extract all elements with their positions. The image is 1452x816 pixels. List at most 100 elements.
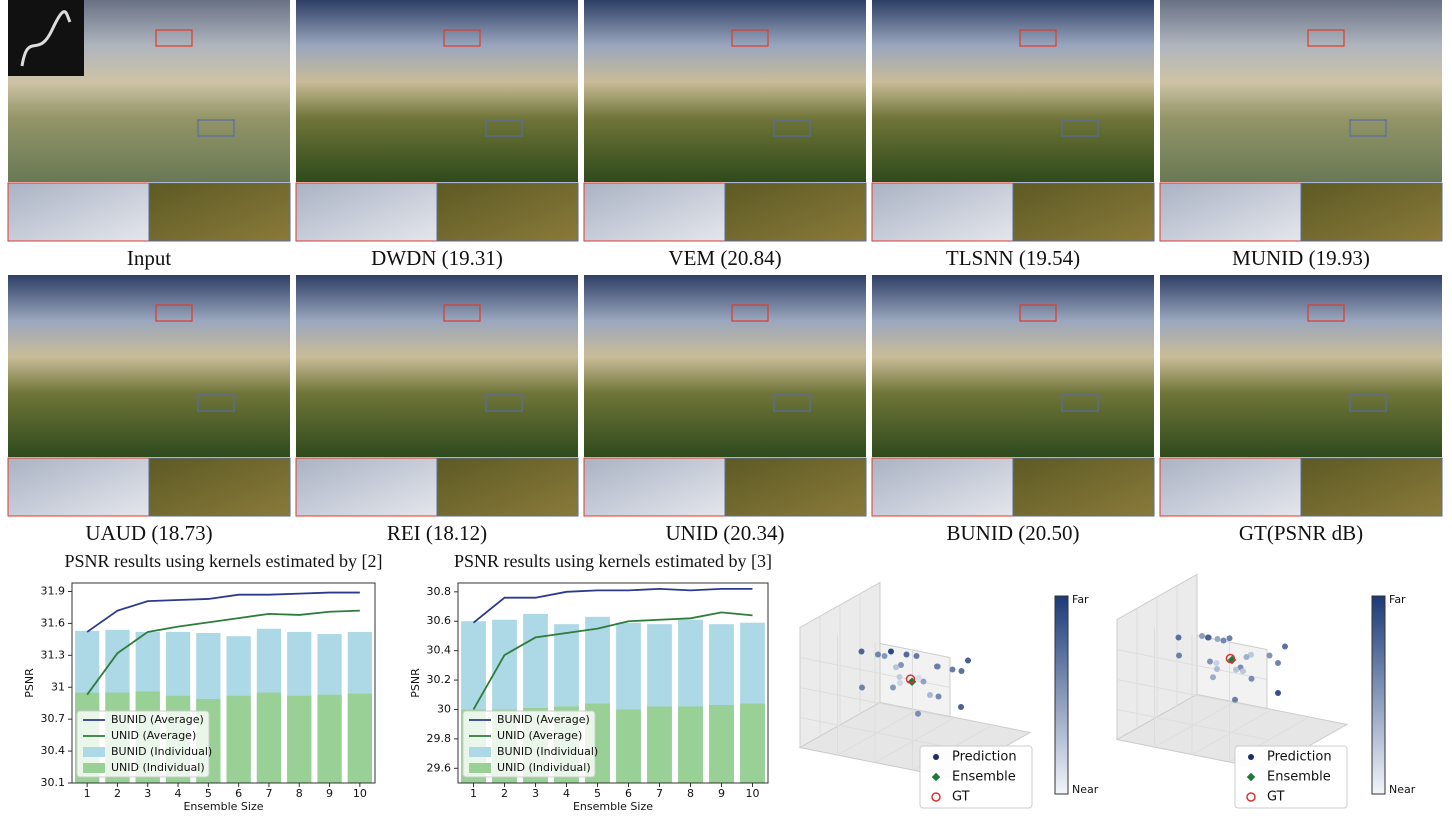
bar <box>740 703 765 783</box>
x-tick-label: 6 <box>625 787 632 800</box>
zoom-box <box>155 304 193 322</box>
image-panel: Input <box>7 0 291 270</box>
plot-frame <box>71 582 376 784</box>
legend-label: BUNID (Individual) <box>497 745 598 758</box>
image-panel: UNID (20.34) <box>583 275 867 545</box>
prediction-point <box>1213 660 1220 666</box>
x-tick-label: 7 <box>656 787 663 800</box>
x-tick-label: 2 <box>114 787 121 800</box>
crop-image <box>583 457 726 517</box>
y-tick-label: 30 <box>437 702 451 715</box>
main-image <box>872 275 1154 457</box>
x-axis-label: Ensemble Size <box>573 800 653 813</box>
x-tick-label: 5 <box>205 787 212 800</box>
y-axis-label: PSNR <box>409 668 422 698</box>
zoom-box <box>1349 119 1387 137</box>
legend-swatch <box>469 747 491 757</box>
bar <box>287 695 312 783</box>
main-image <box>872 0 1154 182</box>
caption: UNID (20.34) <box>666 521 785 545</box>
bar <box>678 706 703 783</box>
prediction-point <box>890 684 896 691</box>
legend-box <box>919 745 1033 809</box>
prediction-point <box>965 657 971 664</box>
prediction-point <box>927 692 933 698</box>
main-image <box>8 275 290 457</box>
main-image <box>584 0 866 182</box>
main-image <box>1160 0 1442 182</box>
legend-box <box>1234 745 1348 809</box>
x-tick-label: 3 <box>532 787 539 800</box>
x-tick-label: 1 <box>84 787 91 800</box>
legend-swatch <box>931 792 941 802</box>
grid-line <box>874 717 956 763</box>
crop-image <box>871 182 1014 242</box>
legend-swatch <box>1246 772 1256 782</box>
bar <box>226 695 251 783</box>
x-tick-label: 3 <box>144 787 151 800</box>
x-tick-label: 10 <box>353 787 367 800</box>
crop-image <box>436 457 579 517</box>
x-tick-label: 4 <box>175 787 182 800</box>
image-panel: TLSNN (19.54) <box>871 0 1155 270</box>
caption: MUNID (19.93) <box>1232 246 1370 270</box>
image-panel: GT(PSNR dB) <box>1159 275 1443 545</box>
crop-image <box>295 182 438 242</box>
prediction-point <box>875 651 881 658</box>
y-axis-label: PSNR <box>23 668 36 698</box>
zoom-box <box>197 119 235 137</box>
caption: BUNID (20.50) <box>947 521 1080 545</box>
crop-image <box>583 182 726 242</box>
line <box>472 611 753 710</box>
caption: Input <box>127 246 171 270</box>
crop-image <box>1300 182 1443 242</box>
prediction-point <box>1220 637 1227 644</box>
prediction-point <box>934 663 940 670</box>
legend-label: BUNID (Average) <box>111 713 204 726</box>
colorbar-label: Far <box>1072 593 1089 606</box>
chart-3d: Far Near Prediction Ensemble GT <box>798 581 1099 809</box>
grid-line <box>1116 679 1268 710</box>
prediction-point <box>1282 643 1288 650</box>
prediction-point <box>913 653 920 659</box>
image-panel: DWDN (19.31) <box>295 0 579 270</box>
grid-line <box>1154 701 1235 748</box>
x-tick-label: 6 <box>235 787 242 800</box>
y-tick-label: 30.4 <box>427 644 452 657</box>
prediction-point <box>935 693 942 700</box>
y-tick-label: 30.4 <box>41 744 66 757</box>
zoom-box <box>485 394 523 412</box>
grid-line <box>799 687 951 718</box>
crop-image <box>295 457 438 517</box>
x-tick-label: 9 <box>326 787 333 800</box>
prediction-point <box>1176 652 1182 659</box>
prediction-point <box>858 648 865 655</box>
bar <box>647 706 672 783</box>
legend-label: UNID (Average) <box>497 729 582 742</box>
prediction-point <box>1243 654 1250 660</box>
line <box>472 587 753 624</box>
zoom-box <box>1349 394 1387 412</box>
x-tick-label: 4 <box>563 787 570 800</box>
prediction-point <box>859 684 865 691</box>
legend-label: UNID (Average) <box>111 729 196 742</box>
grid-line <box>1191 709 1273 755</box>
main-image <box>584 275 866 457</box>
chart-title: PSNR results using kernels estimated by … <box>65 551 383 571</box>
caption: GT(PSNR dB) <box>1239 521 1363 545</box>
y-tick-label: 31.9 <box>41 585 66 598</box>
gt-point <box>1225 653 1236 664</box>
prediction-point <box>1275 690 1281 696</box>
caption: TLSNN (19.54) <box>946 246 1080 270</box>
legend-swatch <box>83 747 105 757</box>
prediction-point <box>949 666 956 673</box>
legend-label: GT <box>952 790 970 805</box>
prediction-point <box>1248 675 1255 682</box>
colorbar-label: Near <box>1389 783 1416 796</box>
caption: UAUD (18.73) <box>85 521 212 545</box>
image-panel: MUNID (19.93) <box>1159 0 1443 270</box>
image-panel: REI (18.12) <box>295 275 579 545</box>
crop-image <box>148 457 291 517</box>
prediction-point <box>898 662 904 668</box>
x-tick-label: 7 <box>265 787 272 800</box>
